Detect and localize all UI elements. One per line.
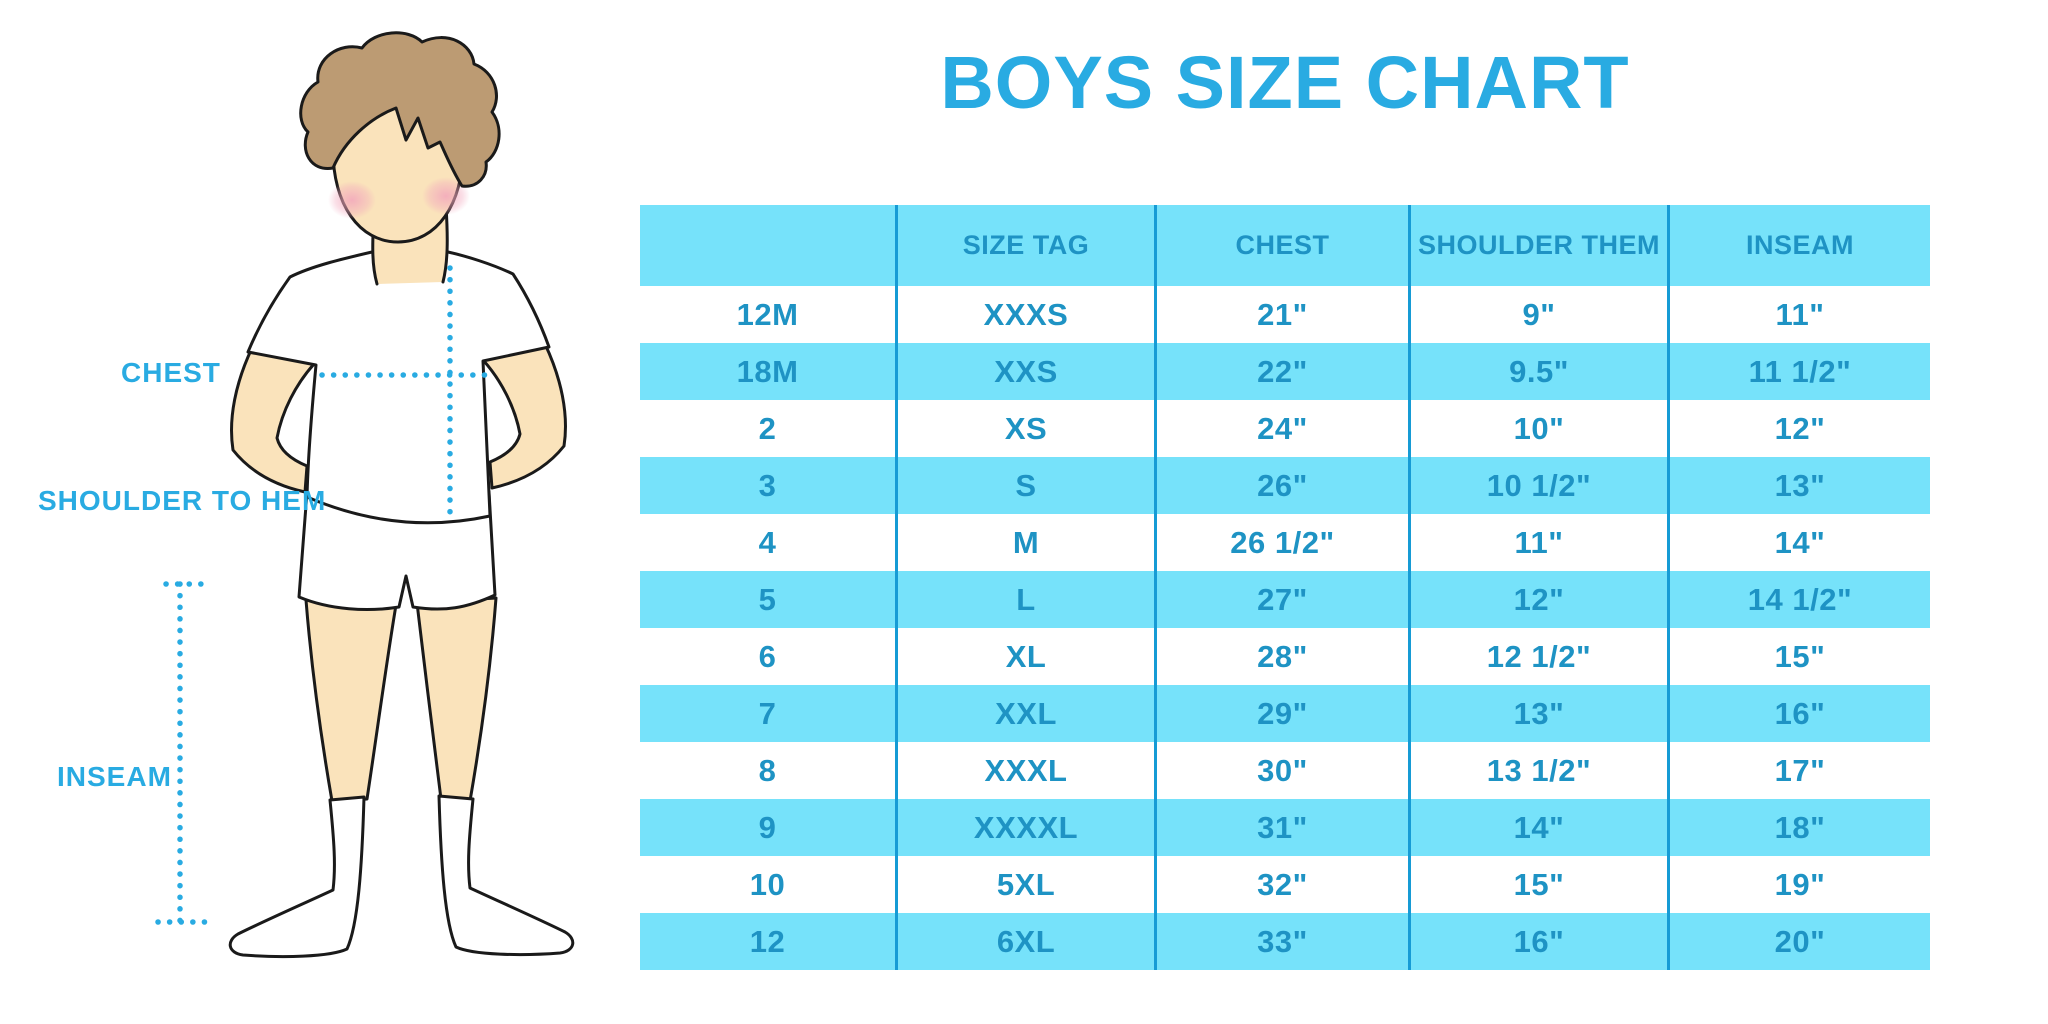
table-cell: 9.5" bbox=[1408, 343, 1667, 400]
table-row: 18M XXS 22" 9.5" 11 1/2" bbox=[640, 343, 1930, 400]
table-cell: 8 bbox=[758, 752, 777, 788]
table-cell: 20" bbox=[1667, 913, 1930, 970]
table-cell: 14 1/2" bbox=[1667, 571, 1930, 628]
size-table: SIZE TAG CHEST SHOULDER THEM INSEAM 12M XXXS 2… bbox=[640, 205, 1930, 970]
table-cell: 18" bbox=[1667, 799, 1930, 856]
inseam-dotted-line bbox=[155, 581, 215, 925]
header-cell: SHOULDER THEM bbox=[1408, 205, 1667, 286]
table-cell: 2 bbox=[758, 410, 777, 446]
table-cell: 12" bbox=[1408, 571, 1667, 628]
left-sock bbox=[228, 795, 366, 959]
table-cell: 28" bbox=[1154, 628, 1408, 685]
table-cell: S bbox=[895, 457, 1154, 514]
table-row: 6 XL 28" 12 1/2" 15" bbox=[640, 628, 1930, 685]
table-cell: 31" bbox=[1154, 799, 1408, 856]
table-cell: XS bbox=[895, 400, 1154, 457]
table-row: 3 S 26" 10 1/2" 13" bbox=[640, 457, 1930, 514]
table-cell: 26" bbox=[1154, 457, 1408, 514]
table-cell: 12" bbox=[1667, 400, 1930, 457]
chest-label: CHEST bbox=[121, 357, 221, 388]
table-cell: 15" bbox=[1667, 628, 1930, 685]
table-cell: 12 1/2" bbox=[1408, 628, 1667, 685]
left-arm bbox=[230, 346, 316, 494]
table-cell: 6 bbox=[758, 638, 777, 674]
table-cell: 27" bbox=[1154, 571, 1408, 628]
table-row: 4 M 26 1/2" 11" 14" bbox=[640, 514, 1930, 571]
table-row: 8 XXXL 30" 13 1/2" 17" bbox=[640, 742, 1930, 799]
page-title: BOYS SIZE CHART bbox=[940, 41, 1630, 124]
header-cell bbox=[640, 205, 895, 286]
table-cell: 5 bbox=[758, 581, 777, 617]
table-cell: 9" bbox=[1408, 286, 1667, 343]
table-cell: 10" bbox=[1408, 400, 1667, 457]
table-cell: 12M bbox=[736, 296, 799, 332]
header-cell: INSEAM bbox=[1667, 205, 1930, 286]
inseam-label: INSEAM bbox=[57, 761, 172, 792]
table-cell: 16" bbox=[1667, 685, 1930, 742]
right-leg bbox=[415, 596, 498, 803]
right-cheek-blush bbox=[422, 177, 470, 215]
table-cell: 29" bbox=[1154, 685, 1408, 742]
left-leg bbox=[304, 598, 398, 803]
table-row: 2 XS 24" 10" 12" bbox=[640, 400, 1930, 457]
table-cell: 17" bbox=[1667, 742, 1930, 799]
table-cell: 24" bbox=[1154, 400, 1408, 457]
table-cell: XXXS bbox=[895, 286, 1154, 343]
table-cell: 14" bbox=[1408, 799, 1667, 856]
table-header-row: SIZE TAG CHEST SHOULDER THEM INSEAM bbox=[640, 205, 1930, 286]
table-cell: 18M bbox=[736, 353, 799, 389]
table-cell: 4 bbox=[758, 524, 777, 560]
right-sock bbox=[437, 794, 575, 957]
table-cell: 16" bbox=[1408, 913, 1667, 970]
table-cell: 30" bbox=[1154, 742, 1408, 799]
table-cell: 13" bbox=[1408, 685, 1667, 742]
table-cell: 15" bbox=[1408, 856, 1667, 913]
table-cell: L bbox=[895, 571, 1154, 628]
table-cell: 11 1/2" bbox=[1667, 343, 1930, 400]
table-cell: 5XL bbox=[895, 856, 1154, 913]
table-cell: 19" bbox=[1667, 856, 1930, 913]
table-row: 10 5XL 32" 15" 19" bbox=[640, 856, 1930, 913]
boy-measurement-illustration bbox=[155, 31, 575, 959]
table-cell: 3 bbox=[758, 467, 777, 503]
shoulder-to-hem-label: SHOULDER TO HEM bbox=[38, 485, 327, 516]
table-cell: 26 1/2" bbox=[1154, 514, 1408, 571]
table-cell: 10 bbox=[749, 866, 786, 902]
table-row: 12M XXXS 21" 9" 11" bbox=[640, 286, 1930, 343]
header-cell: SIZE TAG bbox=[895, 205, 1154, 286]
table-cell: 11" bbox=[1667, 286, 1930, 343]
table-cell: XXXXL bbox=[895, 799, 1154, 856]
table-cell: 10 1/2" bbox=[1408, 457, 1667, 514]
table-cell: M bbox=[895, 514, 1154, 571]
head bbox=[299, 31, 501, 286]
table-cell: 13 1/2" bbox=[1408, 742, 1667, 799]
header-cell: CHEST bbox=[1154, 205, 1408, 286]
table-cell: 12 bbox=[749, 923, 786, 959]
t-shirt bbox=[246, 250, 551, 525]
table-cell: 13" bbox=[1667, 457, 1930, 514]
table-row: 7 XXL 29" 13" 16" bbox=[640, 685, 1930, 742]
table-cell: 6XL bbox=[895, 913, 1154, 970]
right-arm bbox=[481, 342, 567, 490]
table-cell: 7 bbox=[758, 695, 777, 731]
table-row: 12 6XL 33" 16" 20" bbox=[640, 913, 1930, 970]
table-cell: XXS bbox=[895, 343, 1154, 400]
table-cell: XL bbox=[895, 628, 1154, 685]
hair bbox=[299, 31, 501, 188]
table-cell: 32" bbox=[1154, 856, 1408, 913]
table-cell: XXXL bbox=[895, 742, 1154, 799]
table-row: 5 L 27" 12" 14 1/2" bbox=[640, 571, 1930, 628]
table-cell: 33" bbox=[1154, 913, 1408, 970]
table-cell: 11" bbox=[1408, 514, 1667, 571]
left-cheek-blush bbox=[328, 181, 376, 219]
table-cell: 9 bbox=[758, 809, 777, 845]
table-cell: XXL bbox=[895, 685, 1154, 742]
table-cell: 22" bbox=[1154, 343, 1408, 400]
table-cell: 14" bbox=[1667, 514, 1930, 571]
table-cell: 21" bbox=[1154, 286, 1408, 343]
table-row: 9 XXXXL 31" 14" 18" bbox=[640, 799, 1930, 856]
